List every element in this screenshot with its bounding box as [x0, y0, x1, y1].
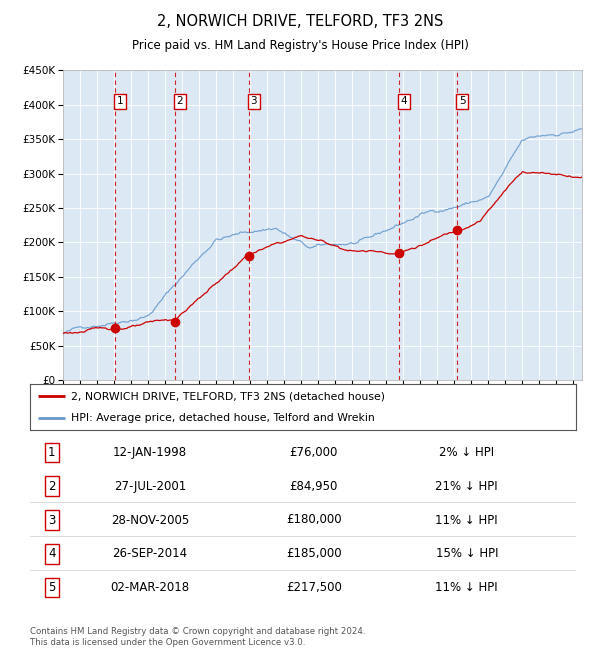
Text: 2% ↓ HPI: 2% ↓ HPI: [439, 446, 494, 459]
Text: 5: 5: [48, 581, 56, 594]
Text: 11% ↓ HPI: 11% ↓ HPI: [436, 581, 498, 594]
Text: £185,000: £185,000: [286, 547, 342, 560]
Text: 3: 3: [48, 514, 56, 526]
Text: 12-JAN-1998: 12-JAN-1998: [113, 446, 187, 459]
Text: HPI: Average price, detached house, Telford and Wrekin: HPI: Average price, detached house, Telf…: [71, 413, 374, 422]
Text: 1: 1: [48, 446, 56, 459]
Text: £180,000: £180,000: [286, 514, 342, 526]
Text: 5: 5: [459, 96, 466, 106]
Text: 11% ↓ HPI: 11% ↓ HPI: [436, 514, 498, 526]
Text: 1: 1: [116, 96, 123, 106]
Text: £84,950: £84,950: [290, 480, 338, 493]
Text: 4: 4: [48, 547, 56, 560]
Text: 2, NORWICH DRIVE, TELFORD, TF3 2NS (detached house): 2, NORWICH DRIVE, TELFORD, TF3 2NS (deta…: [71, 391, 385, 401]
Text: 27-JUL-2001: 27-JUL-2001: [114, 480, 186, 493]
Text: 15% ↓ HPI: 15% ↓ HPI: [436, 547, 498, 560]
Text: £217,500: £217,500: [286, 581, 342, 594]
Text: 2: 2: [48, 480, 56, 493]
Text: 28-NOV-2005: 28-NOV-2005: [111, 514, 189, 526]
Text: £76,000: £76,000: [290, 446, 338, 459]
Text: 26-SEP-2014: 26-SEP-2014: [113, 547, 188, 560]
Text: 2, NORWICH DRIVE, TELFORD, TF3 2NS: 2, NORWICH DRIVE, TELFORD, TF3 2NS: [157, 14, 443, 29]
Text: Price paid vs. HM Land Registry's House Price Index (HPI): Price paid vs. HM Land Registry's House …: [131, 39, 469, 52]
Text: 2: 2: [176, 96, 183, 106]
Text: 21% ↓ HPI: 21% ↓ HPI: [436, 480, 498, 493]
Text: 02-MAR-2018: 02-MAR-2018: [110, 581, 190, 594]
Text: 4: 4: [401, 96, 407, 106]
Text: 3: 3: [250, 96, 257, 106]
Text: Contains HM Land Registry data © Crown copyright and database right 2024.
This d: Contains HM Land Registry data © Crown c…: [30, 627, 365, 647]
